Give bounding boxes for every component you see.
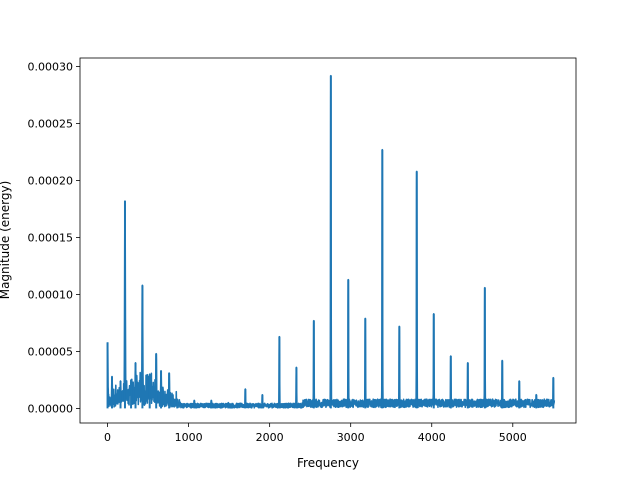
x-axis-label: Frequency xyxy=(297,456,359,470)
x-axis: 0 1000 2000 3000 4000 5000 xyxy=(104,423,527,444)
y-tick-label: 0.00015 xyxy=(28,231,74,244)
x-tick-label: 4000 xyxy=(418,431,446,444)
y-axis-label: Magnitude (energy) xyxy=(0,181,12,300)
y-tick-label: 0.00025 xyxy=(28,118,74,131)
y-tick-label: 0.00010 xyxy=(28,288,74,301)
x-tick-label: 1000 xyxy=(175,431,203,444)
axes-frame xyxy=(79,57,577,424)
y-tick-label: 0.00030 xyxy=(28,61,74,74)
x-tick-label: 2000 xyxy=(256,431,284,444)
x-tick-label: 0 xyxy=(104,431,111,444)
x-tick-label: 5000 xyxy=(499,431,527,444)
y-tick-label: 0.00000 xyxy=(28,402,74,415)
y-tick-label: 0.00005 xyxy=(28,345,74,358)
y-tick-label: 0.00020 xyxy=(28,175,74,188)
x-tick-label: 3000 xyxy=(337,431,365,444)
plot-area xyxy=(106,74,556,409)
y-axis: 0.00000 0.00005 0.00010 0.00015 0.00020 0.000… xyxy=(28,61,80,415)
